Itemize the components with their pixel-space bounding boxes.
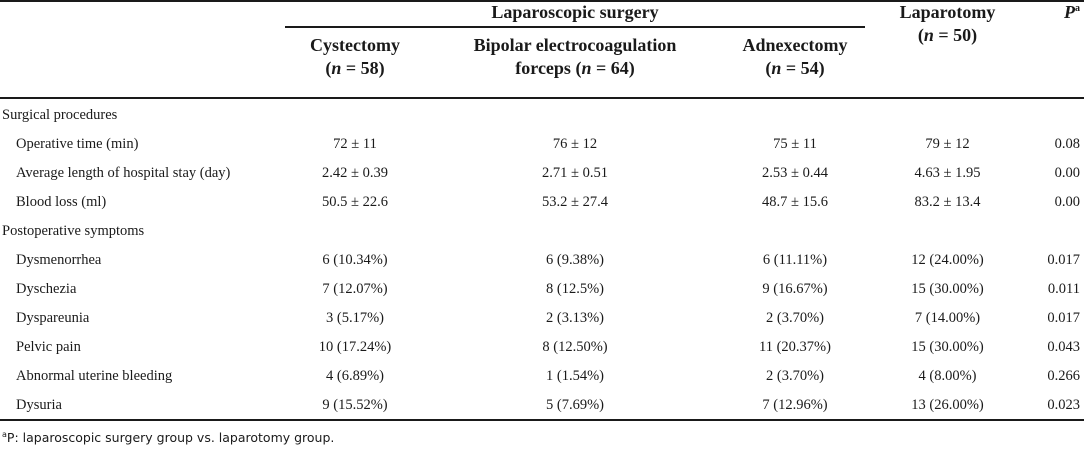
footnote-sup: a xyxy=(2,429,7,439)
row-label: Operative time (min) xyxy=(16,136,139,152)
cell-lap: 79 ± 12 xyxy=(925,136,970,152)
cell-adn: 2 (3.70%) xyxy=(766,310,824,326)
header-cystectomy-n: (n = 58) xyxy=(325,58,385,78)
header-bipolar: Bipolar electrocoagulation forceps (n = … xyxy=(440,34,710,80)
cell-bip: 8 (12.5%) xyxy=(546,281,604,297)
header-adnexectomy-label: Adnexectomy xyxy=(742,35,848,55)
cell-adn: 2 (3.70%) xyxy=(766,368,824,384)
cell-bip: 1 (1.54%) xyxy=(546,368,604,384)
header-p-value: Pa xyxy=(1064,2,1080,22)
header-cystectomy: Cystectomy (n = 58) xyxy=(285,34,425,80)
section-title: Postoperative symptoms xyxy=(2,223,145,239)
cell-lap: 4 (8.00%) xyxy=(918,368,977,384)
cell-bip: 2 (3.13%) xyxy=(546,310,604,326)
cell-cyst: 6 (10.34%) xyxy=(322,252,388,268)
cell-lap: 4.63 ± 1.95 xyxy=(914,165,981,181)
cell-adn: 75 ± 11 xyxy=(773,136,817,152)
cell-adn: 48.7 ± 15.6 xyxy=(762,194,828,210)
cell-lap: 15 (30.00%) xyxy=(911,339,984,355)
header-laparotomy-label: Laparotomy xyxy=(899,2,996,22)
cell-cyst: 7 (12.07%) xyxy=(322,281,388,297)
cell-cyst: 3 (5.17%) xyxy=(326,310,384,326)
row-label: Dysuria xyxy=(16,397,62,413)
cell-cyst: 72 ± 11 xyxy=(333,136,377,152)
cell-cyst: 50.5 ± 22.6 xyxy=(322,194,388,210)
header-p-sup: a xyxy=(1075,3,1080,14)
table-top-rule xyxy=(0,0,1084,2)
cell-lap: 12 (24.00%) xyxy=(911,252,984,268)
header-adnexectomy: Adnexectomy (n = 54) xyxy=(725,34,865,80)
cell-cyst: 2.42 ± 0.39 xyxy=(322,165,388,181)
cell-adn: 11 (20.37%) xyxy=(759,339,831,355)
cell-cyst: 9 (15.52%) xyxy=(322,397,388,413)
cell-bip: 6 (9.38%) xyxy=(546,252,604,268)
cell-lap: 7 (14.00%) xyxy=(914,310,981,326)
cell-p-value: 0.08 xyxy=(1054,136,1080,152)
header-laparotomy: Laparotomy (n = 50) xyxy=(880,1,1015,47)
row-label: Dysmenorrhea xyxy=(16,252,102,268)
header-bipolar-n: forceps (n = 64) xyxy=(515,58,635,78)
header-adnexectomy-n: (n = 54) xyxy=(765,58,825,78)
cell-p-value: 0.017 xyxy=(1047,252,1080,268)
footnote: aP: laparoscopic surgery group vs. lapar… xyxy=(2,430,334,446)
cell-bip: 53.2 ± 27.4 xyxy=(542,194,608,210)
row-label: Abnormal uterine bleeding xyxy=(16,368,173,384)
cell-adn: 9 (16.67%) xyxy=(762,281,828,297)
cell-lap: 83.2 ± 13.4 xyxy=(914,194,981,210)
footnote-text: P: laparoscopic surgery group vs. laparo… xyxy=(6,430,335,445)
cell-p-value: 0.043 xyxy=(1047,339,1080,355)
cell-adn: 2.53 ± 0.44 xyxy=(762,165,828,181)
cell-bip: 76 ± 12 xyxy=(552,136,598,152)
cell-bip: 8 (12.50%) xyxy=(542,339,608,355)
cell-p-value: 0.017 xyxy=(1047,310,1080,326)
header-bottom-rule xyxy=(0,97,1084,99)
cell-cyst: 10 (17.24%) xyxy=(318,339,392,355)
cell-p-value: 0.023 xyxy=(1047,397,1080,413)
cell-adn: 7 (12.96%) xyxy=(762,397,828,413)
section-title: Surgical procedures xyxy=(2,107,118,123)
cell-bip: 2.71 ± 0.51 xyxy=(542,165,608,181)
row-label: Pelvic pain xyxy=(16,339,81,355)
header-laparoscopic-surgery: Laparoscopic surgery xyxy=(491,2,659,22)
cell-p-value: 0.00 xyxy=(1054,165,1080,181)
row-label: Dyschezia xyxy=(16,281,77,297)
row-label: Average length of hospital stay (day) xyxy=(16,165,231,181)
row-label: Blood loss (ml) xyxy=(16,194,107,210)
cell-p-value: 0.011 xyxy=(1047,281,1080,297)
cell-lap: 15 (30.00%) xyxy=(911,281,984,297)
cell-cyst: 4 (6.89%) xyxy=(326,368,384,384)
cell-adn: 6 (11.11%) xyxy=(762,252,828,268)
header-cystectomy-label: Cystectomy xyxy=(310,35,400,55)
header-bipolar-label: Bipolar electrocoagulation xyxy=(473,35,677,55)
header-laparotomy-n: (n = 50) xyxy=(917,25,978,45)
table-bottom-rule xyxy=(0,419,1084,421)
cell-p-value: 0.00 xyxy=(1054,194,1080,210)
cell-bip: 5 (7.69%) xyxy=(546,397,604,413)
cell-lap: 13 (26.00%) xyxy=(911,397,984,413)
row-label: Dyspareunia xyxy=(16,310,90,326)
cell-p-value: 0.266 xyxy=(1047,368,1080,384)
header-group-underline xyxy=(285,26,865,28)
